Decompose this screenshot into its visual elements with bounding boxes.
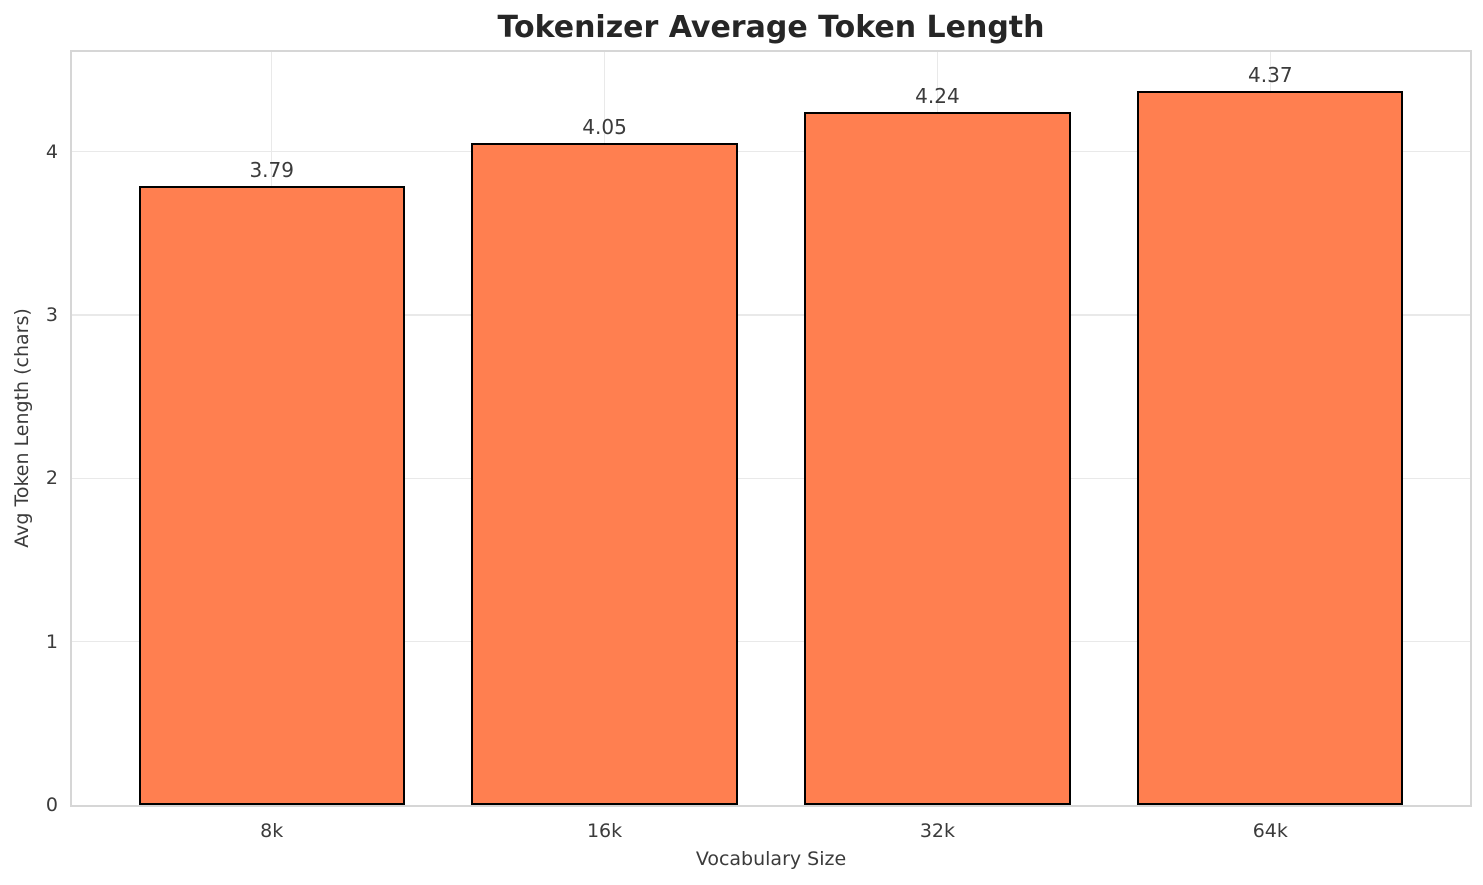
x-tick-label: 32k — [919, 820, 956, 842]
bar — [1137, 91, 1404, 805]
bar-value-label: 3.79 — [249, 157, 294, 182]
horizontal-gridline — [72, 314, 1470, 316]
y-axis-label: Avg Token Length (chars) — [11, 308, 33, 548]
y-tick-label: 1 — [45, 630, 58, 653]
bar — [138, 185, 405, 805]
horizontal-gridline — [72, 477, 1470, 480]
x-tick-label: 16k — [586, 820, 623, 842]
y-tick-label: 2 — [45, 467, 58, 490]
bar-value-label: 4.37 — [1248, 63, 1293, 88]
x-tick-label: 64k — [1252, 820, 1288, 842]
chart-title: Tokenizer Average Token Length — [497, 10, 1045, 45]
bar-value-label: 4.24 — [915, 84, 960, 109]
x-tick-label: 8k — [260, 820, 284, 842]
bar-value-label: 4.05 — [582, 115, 627, 140]
bar — [471, 143, 738, 805]
y-tick-label: 3 — [45, 303, 58, 326]
horizontal-gridline — [72, 640, 1470, 643]
bar — [804, 112, 1071, 805]
x-axis-label: Vocabulary Size — [695, 848, 847, 870]
plot-area: 3.79 4.05 4.24 4.37 — [70, 50, 1472, 807]
y-tick-label: 0 — [45, 794, 58, 816]
y-tick-label: 4 — [45, 140, 58, 163]
horizontal-gridline — [72, 150, 1470, 153]
